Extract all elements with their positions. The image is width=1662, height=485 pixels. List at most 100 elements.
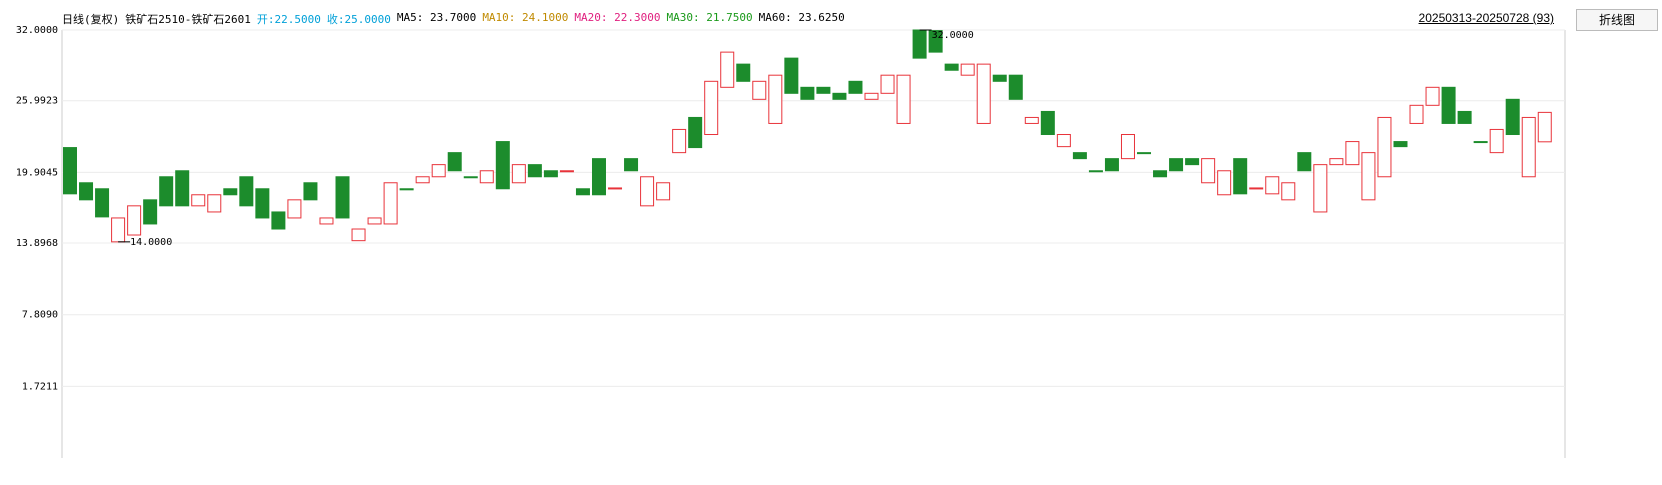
candle-up bbox=[1249, 187, 1264, 190]
candle-up bbox=[1489, 128, 1504, 154]
candle-down bbox=[271, 211, 286, 230]
candle-up bbox=[1217, 170, 1232, 196]
candle-down bbox=[912, 29, 927, 59]
line-chart-button[interactable]: 折线图 bbox=[1576, 9, 1658, 31]
candle-up bbox=[1409, 104, 1424, 124]
candle-up bbox=[768, 74, 783, 124]
candle-down bbox=[1393, 141, 1408, 148]
candle-down bbox=[591, 158, 606, 196]
candle-down bbox=[575, 188, 590, 196]
candle-down bbox=[223, 188, 238, 196]
candle-down bbox=[239, 176, 254, 207]
candle-up bbox=[960, 63, 975, 76]
candle-down bbox=[527, 164, 542, 178]
candle-down bbox=[335, 176, 350, 219]
candle-down bbox=[784, 57, 799, 94]
candle-up bbox=[976, 63, 991, 124]
candle-down bbox=[688, 116, 703, 149]
candle-up bbox=[1425, 86, 1440, 106]
candle-down bbox=[1505, 98, 1520, 136]
candle-down bbox=[1137, 152, 1152, 155]
candle-down bbox=[816, 86, 831, 94]
candle-up bbox=[111, 217, 126, 243]
header-item: MA5: 23.7000 bbox=[396, 11, 477, 24]
header-item: 铁矿石2510-铁矿石2601 bbox=[125, 13, 251, 26]
header: 日线(复权) 铁矿石2510-铁矿石2601 开:22.5000 收:25.0000 M… bbox=[62, 11, 845, 27]
candle-up bbox=[431, 164, 446, 178]
candle-up bbox=[1521, 116, 1536, 178]
y-tick-label: 13.8968 bbox=[16, 238, 58, 249]
date-range: 20250313-20250728 (93) bbox=[1418, 11, 1554, 25]
candle-up bbox=[511, 164, 526, 184]
candle-up bbox=[752, 80, 767, 100]
header-item: MA30: 21.7500 bbox=[666, 11, 753, 24]
candle-up bbox=[1313, 164, 1328, 213]
candle-down bbox=[1473, 141, 1488, 144]
candle-down bbox=[624, 158, 639, 172]
candle-down bbox=[303, 182, 318, 201]
candle-down bbox=[1297, 152, 1312, 172]
candle-up bbox=[1056, 134, 1071, 148]
annotation-label: 32.0000 bbox=[932, 30, 974, 41]
candle-down bbox=[399, 188, 414, 191]
candle-up bbox=[656, 182, 671, 201]
candle-down bbox=[1008, 74, 1023, 100]
candle-down bbox=[1169, 158, 1184, 172]
candle-up bbox=[1537, 111, 1552, 143]
candle-down bbox=[1185, 158, 1200, 166]
header-item: MA10: 24.1000 bbox=[482, 11, 569, 24]
candle-up bbox=[479, 170, 494, 184]
candle-up bbox=[1361, 152, 1376, 201]
candle-down bbox=[495, 141, 510, 190]
candle-down bbox=[848, 80, 863, 94]
candle-up bbox=[127, 205, 142, 236]
candle-up bbox=[1120, 134, 1135, 160]
candle-up bbox=[1024, 116, 1039, 124]
candle-down bbox=[1153, 170, 1168, 178]
candle-up bbox=[1345, 141, 1360, 166]
candle-down bbox=[543, 170, 558, 178]
candle-down bbox=[928, 30, 943, 53]
candle-down bbox=[1441, 86, 1456, 124]
candle-up bbox=[1281, 182, 1296, 201]
candle-up bbox=[1329, 158, 1344, 166]
candle-up bbox=[864, 92, 879, 100]
candle-up bbox=[672, 128, 687, 154]
candle-down bbox=[1104, 158, 1119, 172]
header-item: MA60: 23.6250 bbox=[758, 11, 845, 24]
candle-up bbox=[383, 182, 398, 225]
candle-up bbox=[640, 176, 655, 207]
candle-down bbox=[992, 74, 1007, 82]
candle-up bbox=[319, 217, 334, 225]
candle-down bbox=[463, 176, 478, 179]
candle-up bbox=[1201, 158, 1216, 184]
candle-down bbox=[63, 147, 77, 195]
candle-up bbox=[351, 228, 366, 242]
candle-up bbox=[1265, 176, 1280, 195]
candle-down bbox=[1088, 170, 1103, 173]
header-item: MA20: 22.3000 bbox=[574, 11, 661, 24]
candle-up bbox=[720, 51, 735, 88]
y-tick-label: 25.9923 bbox=[16, 96, 58, 107]
y-tick-label: 7.8090 bbox=[22, 310, 58, 321]
candle-up bbox=[287, 199, 302, 219]
candle-down bbox=[800, 86, 815, 100]
candle-down bbox=[944, 63, 959, 71]
header-item: 收:25.0000 bbox=[326, 13, 391, 26]
candle-down bbox=[143, 199, 158, 225]
candle-up bbox=[191, 194, 206, 207]
candle-down bbox=[255, 188, 270, 219]
candle-up bbox=[415, 176, 430, 184]
candle-up bbox=[704, 80, 719, 136]
header-item: 日线(复权) bbox=[62, 13, 120, 26]
candle-up bbox=[367, 217, 382, 225]
candle-down bbox=[1072, 152, 1087, 160]
candle-up bbox=[559, 170, 574, 173]
candle-down bbox=[447, 152, 462, 172]
candle-up bbox=[880, 74, 895, 94]
annotation-label: 14.0000 bbox=[130, 237, 172, 248]
candle-up bbox=[896, 74, 911, 124]
candle-down bbox=[79, 182, 94, 201]
